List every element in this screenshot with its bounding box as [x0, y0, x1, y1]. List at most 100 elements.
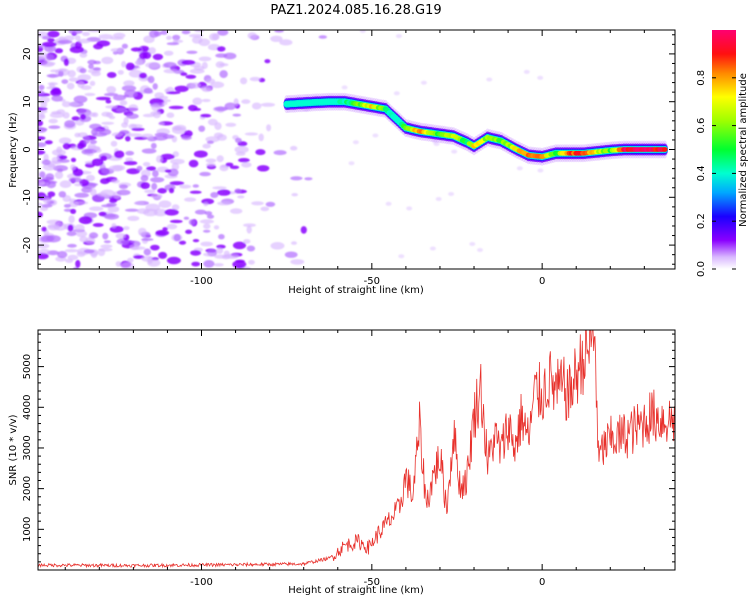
noise-blob: [251, 102, 262, 110]
noise-blob: [290, 259, 305, 265]
noise-blob: [49, 160, 62, 165]
noise-blob: [154, 132, 168, 137]
noise-blob: [291, 241, 297, 245]
noise-blob: [110, 48, 123, 53]
noise-blob: [44, 180, 58, 184]
noise-blob: [69, 46, 84, 54]
noise-blob: [89, 80, 96, 86]
noise-blob: [166, 223, 178, 230]
noise-blob: [54, 48, 64, 54]
noise-blob: [448, 192, 455, 196]
noise-blob: [62, 142, 71, 150]
noise-blob: [61, 79, 69, 84]
noise-blob: [108, 165, 124, 172]
y-tick-label: -20: [22, 237, 33, 253]
noise-blob: [107, 206, 120, 213]
noise-blob: [38, 127, 47, 133]
noise-blob: [41, 61, 56, 66]
noise-blob: [232, 241, 247, 250]
noise-blob: [160, 153, 175, 160]
noise-blob: [185, 74, 197, 79]
noise-blob: [47, 224, 60, 229]
noise-blob: [145, 62, 160, 68]
noise-blob: [83, 249, 95, 254]
snr-y-ticks: 1000 2000 3000 4000 5000: [22, 333, 675, 571]
noise-blob: [516, 166, 523, 171]
noise-blob: [125, 157, 134, 162]
x-tick-label: -100: [190, 276, 213, 287]
noise-blob: [47, 250, 59, 256]
noise-blob: [191, 36, 203, 44]
noise-blob: [50, 69, 60, 73]
noise-blob: [148, 47, 156, 55]
noise-blob: [111, 223, 117, 229]
colorbar: 0.0 0.2 0.4 0.6 0.8 Normalized spectral ampl…: [696, 30, 749, 277]
noise-blob: [270, 35, 283, 42]
noise-blob: [212, 33, 220, 41]
noise-blob: [58, 137, 72, 144]
noise-blob: [89, 206, 104, 211]
noise-blob: [58, 191, 67, 198]
noise-blob: [93, 127, 101, 133]
noise-blob: [87, 59, 97, 65]
noise-blob: [181, 60, 196, 65]
noise-blob: [126, 113, 139, 119]
colorbar-gradient: [712, 30, 736, 269]
noise-blob: [150, 177, 165, 183]
noise-blob: [103, 240, 111, 244]
noise-blob: [216, 155, 224, 163]
noise-blob: [141, 148, 157, 154]
noise-blob: [113, 94, 126, 101]
noise-blob: [435, 197, 442, 201]
noise-blob: [169, 181, 185, 186]
noise-blob: [104, 92, 118, 97]
noise-blob: [126, 168, 140, 175]
noise-blob: [38, 113, 46, 121]
noise-blob: [161, 101, 168, 106]
noise-blob: [168, 187, 175, 194]
noise-blob: [88, 63, 94, 69]
noise-blob: [173, 233, 181, 242]
noise-blob: [215, 61, 225, 68]
noise-blob: [97, 248, 106, 257]
noise-blob: [82, 31, 90, 37]
noise-blob: [234, 146, 249, 154]
noise-blob: [150, 244, 160, 251]
noise-blob: [68, 215, 75, 224]
noise-blob: [274, 30, 284, 33]
noise-blob: [194, 209, 207, 215]
noise-blob: [39, 171, 46, 179]
ridge-point: [662, 147, 668, 152]
noise-blob: [67, 254, 79, 261]
noise-blob: [141, 238, 154, 241]
noise-blob: [38, 31, 49, 38]
noise-blob: [172, 151, 179, 158]
noise-blob: [523, 69, 530, 74]
noise-blob: [241, 162, 252, 168]
noise-blob: [203, 252, 216, 257]
noise-blob: [192, 97, 203, 105]
noise-blob: [164, 169, 172, 173]
noise-blob: [48, 125, 61, 129]
noise-blob: [243, 223, 256, 227]
noise-blob: [143, 35, 155, 44]
noise-blob: [62, 112, 70, 119]
noise-blob: [75, 259, 81, 268]
noise-blob: [63, 35, 75, 41]
spectrogram-noise: [38, 30, 544, 269]
noise-blob: [217, 189, 231, 196]
noise-blob: [181, 135, 192, 141]
x-tick-label: -50: [364, 577, 380, 588]
noise-blob: [179, 184, 192, 189]
noise-blob: [112, 32, 126, 39]
noise-blob: [210, 192, 219, 198]
noise-blob: [61, 101, 72, 108]
noise-blob: [158, 122, 165, 126]
noise-blob: [255, 149, 266, 156]
noise-blob: [105, 99, 112, 104]
noise-blob: [40, 235, 54, 243]
noise-blob: [101, 111, 111, 117]
noise-blob: [206, 140, 214, 144]
noise-blob: [104, 213, 119, 220]
